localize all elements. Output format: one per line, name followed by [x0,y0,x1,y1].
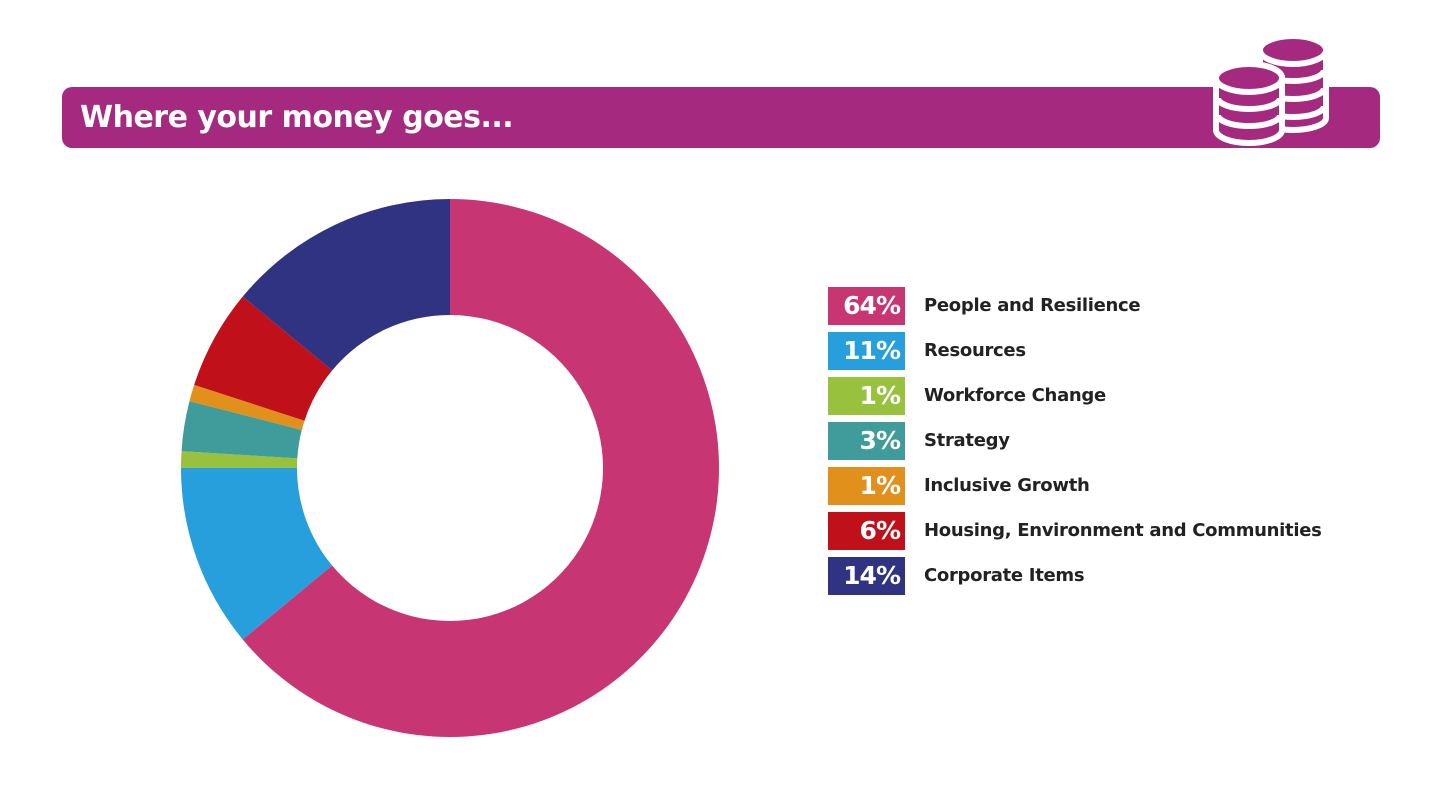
legend-label: Resources [924,340,1026,361]
title-banner: Where your money goes... [62,87,1380,148]
legend-item: 11% Resources [828,332,1388,370]
legend-label: Housing, Environment and Communities [924,520,1322,541]
legend-label: People and Resilience [924,295,1141,316]
legend-item: 3% Strategy [828,422,1388,460]
donut-slice-housing-environment-and-communities [194,296,333,421]
legend-item: 64% People and Resilience [828,287,1388,325]
coins-icon [1213,33,1329,146]
legend-item: 1% Workforce Change [828,377,1388,415]
donut-slice-strategy [181,401,302,459]
legend-label: Corporate Items [924,565,1085,586]
donut-slice-workforce-change [181,451,298,468]
donut-chart [181,199,719,737]
donut-slice-people-and-resilience [242,199,719,737]
legend-item: 1% Inclusive Growth [828,467,1388,505]
legend-percentage: 1% [828,467,905,505]
donut-slice-corporate-items [242,199,450,371]
legend-percentage: 3% [828,422,905,460]
chart-legend: 64% People and Resilience 11% Resources 1% Wo… [828,287,1388,602]
legend-percentage: 64% [828,287,905,325]
legend-label: Strategy [924,430,1010,451]
legend-percentage: 1% [828,377,905,415]
page-title: Where your money goes... [80,100,514,135]
legend-percentage: 14% [828,557,905,595]
legend-label: Inclusive Growth [924,475,1090,496]
legend-label: Workforce Change [924,385,1106,406]
legend-item: 6% Housing, Environment and Communities [828,512,1388,550]
legend-percentage: 11% [828,332,905,370]
legend-item: 14% Corporate Items [828,557,1388,595]
legend-percentage: 6% [828,512,905,550]
donut-slice-inclusive-growth [189,384,305,430]
donut-slice-resources [181,468,333,640]
